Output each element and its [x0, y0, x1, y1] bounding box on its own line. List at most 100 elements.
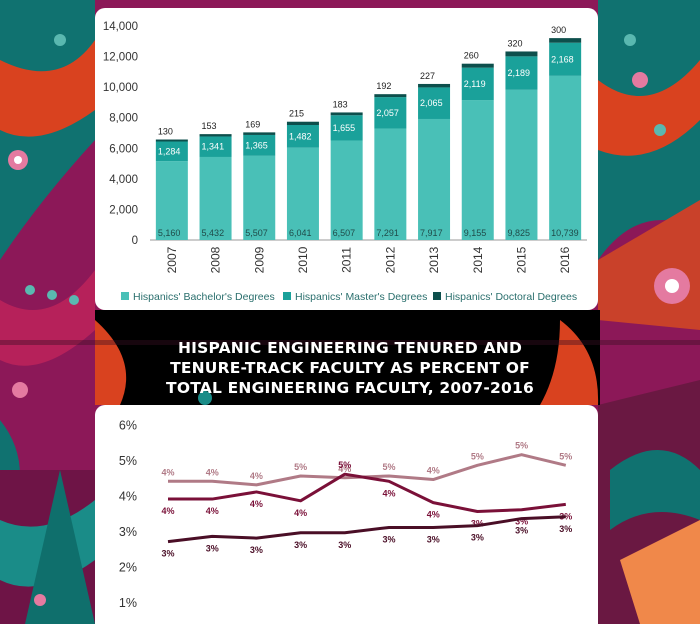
x-tick-label: 2007: [165, 246, 179, 273]
legend-label-bachelors: Hispanics' Bachelor's Degrees: [133, 291, 275, 303]
data-label-bachelors: 5,432: [202, 228, 225, 238]
data-label-masters: 1,365: [245, 140, 268, 150]
data-label-masters: 1,284: [158, 146, 181, 156]
bar-masters: [330, 115, 363, 141]
data-label-masters: 2,168: [551, 54, 574, 64]
data-label-series-dark: 3%: [515, 526, 528, 536]
bar-doctoral: [505, 51, 538, 57]
bar-masters: [418, 87, 451, 119]
faculty-line-chart: 1%2%3%4%5%6%4% 4% 4%5% 4% 5% 4%5%5%5%4% 4%4%4%…: [119, 419, 572, 611]
y-tick-label: 6,000: [109, 143, 138, 155]
bar-masters: [505, 56, 538, 90]
bar-bachelors: [199, 156, 232, 240]
data-label-series-mid: 4%: [294, 508, 307, 518]
bar-bachelors: [155, 161, 188, 240]
data-label-doctoral: 130: [158, 127, 173, 137]
data-label-series-mid: 5%: [338, 460, 351, 470]
line-series-light: [168, 453, 567, 487]
data-label-bachelors: 6,041: [289, 228, 312, 238]
data-label-series-mid: 4%: [250, 499, 263, 509]
x-tick-label: 2015: [514, 246, 528, 273]
data-label-bachelors: 10,739: [551, 228, 579, 238]
data-label-series-mid: 4%: [382, 488, 395, 498]
legend-item-masters: Hispanics' Master's Degrees: [283, 291, 427, 303]
data-label-masters: 2,065: [420, 98, 443, 108]
data-label-series-light: 4%: [250, 471, 263, 481]
degrees-chart-card: 0 2,000 4,000 6,000 8,000 10,000 12,000 14,000 5…: [95, 8, 598, 310]
data-label-series-dark: 3%: [250, 545, 263, 555]
data-label-series-light: 5%: [471, 451, 484, 461]
bar-bachelors: [418, 118, 451, 240]
legend-swatch-bachelors: [121, 292, 129, 300]
data-label-bachelors: 7,291: [376, 228, 399, 238]
data-label-bachelors: 5,160: [158, 228, 181, 238]
line-series-mid: [168, 472, 566, 513]
data-label-masters: 1,655: [333, 123, 356, 133]
data-label-doctoral: 153: [202, 121, 217, 131]
bar-masters: [243, 134, 276, 156]
bar-bachelors: [286, 147, 319, 240]
y-tick-label: 4%: [119, 490, 137, 504]
bar-masters: [286, 125, 319, 148]
bar-bachelors: [330, 140, 363, 240]
bar-doctoral: [461, 63, 494, 68]
data-label-series-light: 5%: [515, 441, 528, 451]
data-label-series-light: 4%: [161, 467, 174, 477]
data-label-series-mid: 4%: [206, 506, 219, 516]
data-label-doctoral: 192: [376, 81, 391, 91]
data-label-masters: 1,482: [289, 131, 312, 141]
bar-bachelors: [461, 100, 494, 240]
x-tick-label: 2010: [296, 246, 310, 273]
y-tick-label: 10,000: [103, 82, 138, 94]
bar-masters: [199, 136, 232, 157]
data-label-series-dark: 3%: [559, 524, 572, 534]
data-label-masters: 2,119: [464, 79, 486, 89]
data-label-doctoral: 260: [464, 51, 479, 61]
data-label-series-mid: 4%: [161, 506, 174, 516]
y-tick-label: 12,000: [103, 52, 138, 64]
section-title: HISPANIC ENGINEERING TENURED AND TENURE-…: [166, 339, 534, 397]
bar-bachelors: [243, 155, 276, 240]
data-label-series-dark: 3%: [427, 534, 440, 544]
data-label-series-light: 5%: [294, 462, 307, 472]
data-label-doctoral: 183: [333, 99, 348, 109]
data-label-bachelors: 5,507: [245, 228, 268, 238]
data-label-doctoral: 227: [420, 71, 435, 81]
x-tick-label: 2016: [558, 246, 572, 273]
data-label-series-dark: 3%: [294, 540, 307, 550]
data-label-series-dark: 3%: [206, 543, 219, 553]
data-label-bachelors: 9,825: [507, 228, 530, 238]
data-label-masters: 1,341: [202, 142, 225, 152]
data-label-series-light: 5%: [382, 462, 395, 472]
data-label-doctoral: 169: [245, 119, 260, 129]
bar-doctoral: [286, 121, 319, 126]
degrees-stacked-bar-chart: 0 2,000 4,000 6,000 8,000 10,000 12,000 14,000 5…: [103, 21, 587, 273]
bar-doctoral: [549, 38, 582, 43]
y-tick-label: 6%: [119, 419, 137, 433]
y-tick-label: 2,000: [109, 204, 138, 216]
x-tick-label: 2009: [252, 246, 266, 273]
legend-label-masters: Hispanics' Master's Degrees: [295, 291, 428, 303]
x-tick-label: 2012: [383, 246, 397, 273]
bar-doctoral: [155, 139, 188, 142]
data-label-bachelors: 7,917: [420, 228, 443, 238]
legend-item-bachelors: Hispanics' Bachelor's Degrees: [121, 291, 275, 303]
legend-label-doctoral: Hispanics' Doctoral Degrees: [445, 291, 578, 303]
bar-masters: [549, 42, 582, 76]
y-tick-label: 5%: [119, 454, 137, 468]
data-label-series-light: 5%: [559, 451, 572, 461]
data-label-series-mid: 3%: [471, 518, 484, 528]
x-tick-label: 2013: [427, 246, 441, 273]
data-label-series-dark: 3%: [471, 533, 484, 543]
data-label-masters: 2,057: [376, 108, 399, 118]
bar-doctoral: [243, 132, 276, 135]
data-label-series-light: 4%: [427, 466, 440, 476]
data-label-series-light: 4%: [206, 467, 219, 477]
data-label-bachelors: 6,507: [333, 228, 356, 238]
bar-doctoral: [199, 134, 232, 137]
bar-doctoral: [418, 83, 451, 88]
bar-doctoral: [374, 94, 407, 98]
line-series-dark: [167, 515, 566, 544]
y-tick-label: 3%: [119, 525, 137, 539]
y-tick-label: 14,000: [103, 21, 138, 33]
